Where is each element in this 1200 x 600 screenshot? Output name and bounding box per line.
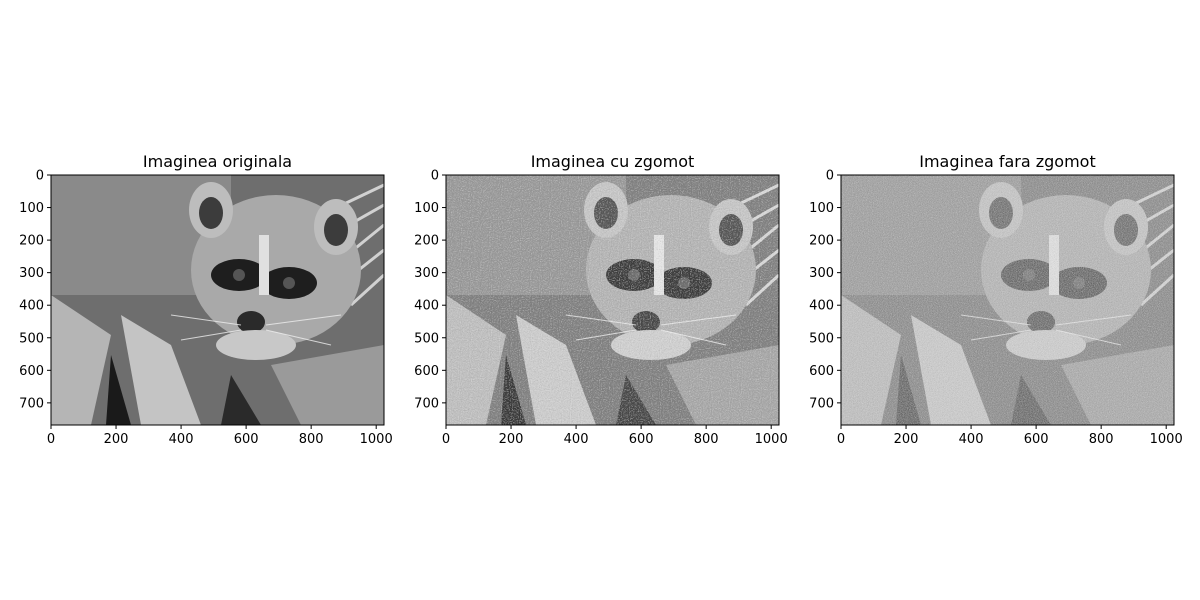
y-tick-label: 300 (414, 266, 439, 281)
y-tick-label: 0 (431, 169, 439, 184)
panel-title: Imaginea originala (143, 152, 292, 171)
y-tick-label: 500 (809, 331, 834, 346)
x-tick-label: 1000 (755, 432, 788, 447)
x-tick-label: 800 (1089, 432, 1114, 447)
y-tick-label: 100 (19, 201, 44, 216)
panel-title: Imaginea cu zgomot (531, 152, 695, 171)
raccoon-image (444, 173, 781, 427)
x-tick-label: 800 (694, 432, 719, 447)
y-tick-label: 500 (414, 331, 439, 346)
y-tick-label: 500 (19, 331, 44, 346)
x-tick-label: 600 (629, 432, 654, 447)
x-tick-label: 1000 (360, 432, 393, 447)
x-tick-label: 0 (47, 432, 55, 447)
y-tick-label: 100 (809, 201, 834, 216)
y-tick-label: 600 (809, 364, 834, 379)
y-tick-label: 400 (414, 299, 439, 314)
y-tick-label: 600 (414, 364, 439, 379)
y-tick-label: 0 (826, 169, 834, 184)
x-tick-label: 200 (499, 432, 524, 447)
x-tick-label: 600 (234, 432, 259, 447)
image-panel: Imaginea cu zgomot 0 200 400 600 800 1000 0 100 2… (414, 152, 788, 447)
y-tick-label: 200 (19, 234, 44, 249)
image-panel: Imaginea originala 0 200 400 600 800 1000 0 100 2… (19, 152, 393, 447)
x-tick-label: 0 (837, 432, 845, 447)
axes-frame (50, 174, 385, 426)
x-tick-label: 400 (564, 432, 589, 447)
image-panel: Imaginea fara zgomot 0 200 400 600 800 1000 0 10… (809, 152, 1183, 447)
y-tick-label: 400 (809, 299, 834, 314)
y-tick-label: 300 (19, 266, 44, 281)
x-tick-label: 200 (894, 432, 919, 447)
y-tick-label: 300 (809, 266, 834, 281)
y-tick-label: 700 (809, 396, 834, 411)
y-tick-label: 100 (414, 201, 439, 216)
raccoon-image (839, 173, 1176, 427)
raccoon-image (49, 173, 386, 427)
x-tick-label: 400 (959, 432, 984, 447)
y-tick-label: 200 (809, 234, 834, 249)
y-tick-label: 700 (19, 396, 44, 411)
y-tick-label: 400 (19, 299, 44, 314)
x-tick-label: 200 (104, 432, 129, 447)
y-tick-label: 700 (414, 396, 439, 411)
x-tick-label: 1000 (1150, 432, 1183, 447)
y-tick-label: 600 (19, 364, 44, 379)
y-tick-label: 200 (414, 234, 439, 249)
x-tick-label: 400 (169, 432, 194, 447)
x-tick-label: 600 (1024, 432, 1049, 447)
panel-title: Imaginea fara zgomot (919, 152, 1095, 171)
axes-frame (445, 174, 780, 426)
x-tick-label: 800 (299, 432, 324, 447)
x-tick-label: 0 (442, 432, 450, 447)
y-tick-label: 0 (36, 169, 44, 184)
axes-frame (840, 174, 1175, 426)
